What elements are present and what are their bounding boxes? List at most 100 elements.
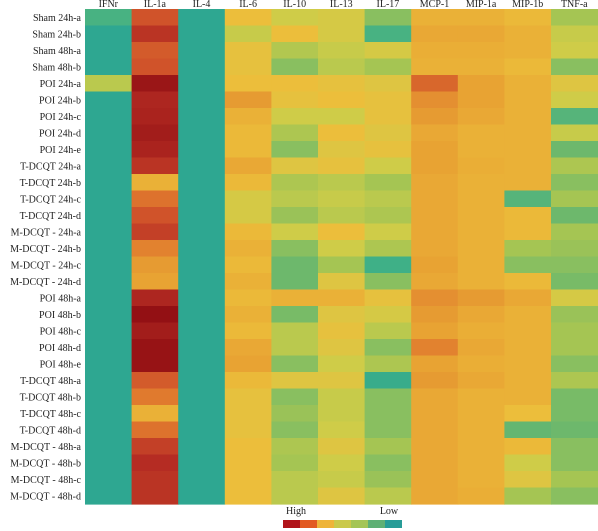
heatmap-cell	[85, 58, 133, 76]
heatmap-cell	[131, 108, 179, 126]
heatmap-cell	[364, 42, 412, 60]
legend-swatch	[300, 520, 317, 528]
heatmap-cell	[551, 240, 598, 258]
heatmap-cell	[271, 141, 319, 159]
heatmap-cell	[318, 124, 366, 142]
heatmap-cell	[271, 223, 319, 241]
heatmap-cell	[411, 9, 459, 27]
heatmap-cell	[411, 174, 459, 192]
heatmap-cell	[457, 256, 505, 274]
heatmap-cell	[131, 91, 179, 109]
heatmap-cell	[457, 124, 505, 142]
heatmap-cell	[364, 157, 412, 175]
heatmap-cell	[457, 487, 505, 505]
heatmap-cell	[504, 9, 552, 27]
heatmap-cell	[131, 421, 179, 439]
heatmap-cell	[131, 256, 179, 274]
heatmap-cell	[411, 207, 459, 225]
heatmap-cell	[364, 322, 412, 340]
heatmap-cell	[224, 124, 272, 142]
heatmap-cell	[85, 240, 133, 258]
heatmap-cell	[364, 306, 412, 324]
heatmap-cell	[271, 421, 319, 439]
heatmap-cell	[85, 9, 133, 27]
heatmap-cell	[178, 339, 226, 357]
heatmap-cell	[411, 256, 459, 274]
heatmap-cell	[131, 487, 179, 505]
heatmap-cell	[131, 157, 179, 175]
heatmap-cell	[551, 405, 598, 423]
heatmap-cell	[364, 273, 412, 291]
heatmap-cell	[224, 91, 272, 109]
row-label: M-DCQT - 24h-c	[11, 260, 82, 271]
heatmap-cell	[457, 339, 505, 357]
heatmap-cell	[131, 141, 179, 159]
heatmap-cell	[178, 141, 226, 159]
heatmap-cell	[271, 91, 319, 109]
heatmap-cell	[318, 75, 366, 93]
heatmap-cell	[271, 42, 319, 60]
column-label: MCP-1	[420, 0, 449, 10]
heatmap-cell	[364, 421, 412, 439]
heatmap-cell	[271, 273, 319, 291]
heatmap-cell	[364, 372, 412, 390]
heatmap-cell	[85, 322, 133, 340]
legend-swatch	[283, 520, 300, 528]
heatmap-cell	[457, 355, 505, 373]
heatmap-cell	[504, 388, 552, 406]
legend-swatch	[368, 520, 385, 528]
heatmap-cell	[271, 322, 319, 340]
heatmap-cell	[551, 454, 598, 472]
column-label: IL-4	[193, 0, 211, 10]
heatmap-cell	[131, 454, 179, 472]
heatmap-cell	[271, 289, 319, 307]
heatmap-cell	[411, 487, 459, 505]
row-label: Sham 24h-a	[33, 13, 82, 24]
heatmap-cell	[178, 471, 226, 489]
heatmap-cell	[411, 273, 459, 291]
heatmap-cell	[364, 256, 412, 274]
heatmap-cell	[318, 289, 366, 307]
heatmap-cell	[271, 124, 319, 142]
heatmap-cell	[551, 25, 598, 43]
heatmap-cell	[411, 355, 459, 373]
row-label: Sham 48h-b	[32, 62, 81, 73]
heatmap-cell	[178, 223, 226, 241]
heatmap-cell	[85, 388, 133, 406]
heatmap-cell	[504, 322, 552, 340]
heatmap-cell	[551, 322, 598, 340]
heatmap-cell	[271, 190, 319, 208]
heatmap-cell	[178, 207, 226, 225]
heatmap-cell	[271, 58, 319, 76]
heatmap-cell	[131, 9, 179, 27]
heatmap-cell	[551, 9, 598, 27]
heatmap-cell	[85, 108, 133, 126]
heatmap-cell	[364, 58, 412, 76]
heatmap-cell	[85, 487, 133, 505]
heatmap-cell	[178, 388, 226, 406]
row-label: M-DCQT - 24h-b	[10, 244, 81, 255]
heatmap-cell	[551, 306, 598, 324]
heatmap-cell	[224, 421, 272, 439]
heatmap-cell	[224, 339, 272, 357]
heatmap-cell	[364, 108, 412, 126]
heatmap-cell	[551, 487, 598, 505]
heatmap-cell	[504, 471, 552, 489]
row-label: T-DCQT 48h-d	[20, 425, 81, 436]
heatmap-cell	[85, 471, 133, 489]
heatmap-cell	[85, 355, 133, 373]
heatmap-cell	[131, 223, 179, 241]
heatmap-cell	[224, 273, 272, 291]
heatmap-cell	[457, 25, 505, 43]
heatmap-cell	[85, 438, 133, 456]
heatmap-cell	[318, 339, 366, 357]
heatmap-cell	[457, 405, 505, 423]
column-label: IL-10	[283, 0, 306, 10]
heatmap-cell	[551, 223, 598, 241]
heatmap-cell	[178, 454, 226, 472]
heatmap-cell	[131, 322, 179, 340]
heatmap-cell	[271, 339, 319, 357]
heatmap-cell	[224, 75, 272, 93]
column-label: MIP-1b	[512, 0, 543, 10]
heatmap-cell	[131, 438, 179, 456]
